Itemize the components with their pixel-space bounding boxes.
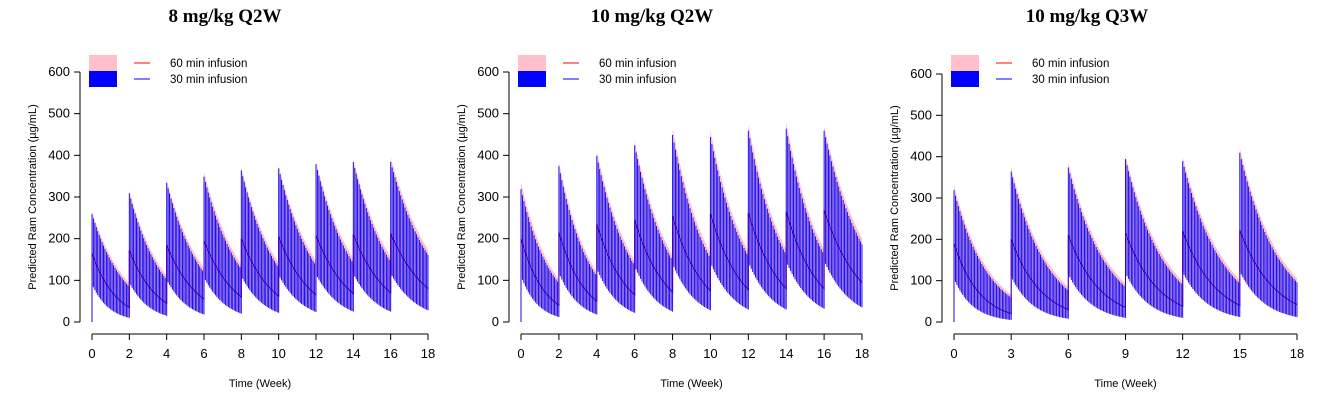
x-tick-label: 16 xyxy=(817,346,831,361)
y-axis-label: Predicted Ram Concentration (µg/mL) xyxy=(27,104,39,289)
x-tick-label: 10 xyxy=(271,346,285,361)
legend-swatch xyxy=(951,55,979,71)
chart-title: 10 mg/kg Q2W xyxy=(590,6,714,27)
series-median-line xyxy=(91,233,429,322)
x-tick-label: 12 xyxy=(309,346,323,361)
x-tick-label: 18 xyxy=(1290,346,1304,361)
y-tick-label: 400 xyxy=(48,147,70,162)
y-tick-label: 0 xyxy=(492,314,499,329)
chart-plot: 0 100 200 300 400 500 600 Predicted Ram Concent… xyxy=(889,55,1304,390)
x-tick-label: 6 xyxy=(200,346,207,361)
y-tick-label: 600 xyxy=(48,64,70,79)
x-tick-label: 10 xyxy=(703,346,717,361)
y-tick-label: 200 xyxy=(477,231,499,246)
x-tick-label: 2 xyxy=(555,346,562,361)
legend: 60 min infusion 30 min infusion xyxy=(89,55,247,87)
x-axis-label: Time (Week) xyxy=(229,378,291,390)
y-tick-label: 400 xyxy=(477,147,499,162)
x-tick-label: 15 xyxy=(1233,346,1247,361)
y-tick-label: 500 xyxy=(910,107,932,122)
y-tick-label: 100 xyxy=(48,272,70,287)
x-tick-label: 0 xyxy=(517,346,524,361)
series-median-line xyxy=(953,230,1298,322)
y-tick-label: 0 xyxy=(63,314,70,329)
legend-label: 30 min infusion xyxy=(170,74,247,86)
y-tick-label: 0 xyxy=(925,314,932,329)
x-axis-label: Time (Week) xyxy=(660,378,722,390)
y-axis-label: Predicted Ram Concentration (µg/mL) xyxy=(889,105,901,290)
legend-label: 30 min infusion xyxy=(1032,74,1109,86)
legend-swatch xyxy=(951,71,979,87)
x-axis-label: Time (Week) xyxy=(1094,378,1156,390)
legend-swatch xyxy=(89,71,117,87)
x-tick-label: 9 xyxy=(1122,346,1129,361)
y-tick-label: 300 xyxy=(910,190,932,205)
x-tick-label: 0 xyxy=(950,346,957,361)
x-tick-label: 8 xyxy=(669,346,676,361)
x-tick-label: 14 xyxy=(779,346,793,361)
band-segment xyxy=(521,182,559,317)
series-band-blue xyxy=(520,128,863,317)
x-tick-label: 0 xyxy=(88,346,95,361)
legend-swatch xyxy=(518,55,546,71)
x-tick-label: 8 xyxy=(238,346,245,361)
x-tick-label: 6 xyxy=(631,346,638,361)
y-tick-label: 400 xyxy=(910,149,932,164)
y-tick-label: 500 xyxy=(48,106,70,121)
chart-title: 10 mg/kg Q3W xyxy=(1025,6,1149,27)
y-tick-label: 200 xyxy=(910,231,932,246)
x-tick-label: 3 xyxy=(1008,346,1015,361)
legend-swatch xyxy=(89,55,117,71)
y-tick-label: 200 xyxy=(48,231,70,246)
legend-label: 30 min infusion xyxy=(599,74,676,86)
legend: 60 min infusion 30 min infusion xyxy=(518,55,676,87)
x-tick-label: 16 xyxy=(383,346,397,361)
series-band-blue xyxy=(953,152,1298,320)
y-tick-label: 300 xyxy=(477,189,499,204)
chart-panel-2: 10 mg/kg Q2W 0 100 200 300 400 500 600 Predicte… xyxy=(437,0,869,408)
x-tick-label: 6 xyxy=(1065,346,1072,361)
legend: 60 min infusion 30 min infusion xyxy=(951,55,1109,87)
x-tick-label: 4 xyxy=(163,346,170,361)
y-tick-label: 100 xyxy=(477,272,499,287)
x-tick-label: 14 xyxy=(346,346,360,361)
legend-swatch xyxy=(518,71,546,87)
legend-label: 60 min infusion xyxy=(170,58,247,70)
legend-label: 60 min infusion xyxy=(1032,58,1109,70)
y-axis-label: Predicted Ram Concentration (µg/mL) xyxy=(456,104,468,289)
chart-panel-3: 10 mg/kg Q3W 0 100 200 300 400 500 600 Predicte… xyxy=(872,0,1304,408)
x-tick-label: 12 xyxy=(1175,346,1189,361)
x-tick-label: 4 xyxy=(593,346,600,361)
y-tick-label: 600 xyxy=(910,66,932,81)
chart-title: 8 mg/kg Q2W xyxy=(168,6,282,27)
y-tick-label: 300 xyxy=(48,189,70,204)
series-median-line xyxy=(520,210,863,322)
x-tick-label: 12 xyxy=(741,346,755,361)
y-tick-label: 100 xyxy=(910,273,932,288)
y-tick-label: 500 xyxy=(477,106,499,121)
legend-label: 60 min infusion xyxy=(599,58,676,70)
series-band-blue xyxy=(91,162,429,318)
x-tick-label: 18 xyxy=(421,346,435,361)
y-tick-label: 600 xyxy=(477,64,499,79)
x-tick-label: 18 xyxy=(855,346,869,361)
x-tick-label: 2 xyxy=(126,346,133,361)
chart-panel-1: 8 mg/kg Q2W 0 100 200 300 400 500 600 Predicted… xyxy=(10,0,440,408)
